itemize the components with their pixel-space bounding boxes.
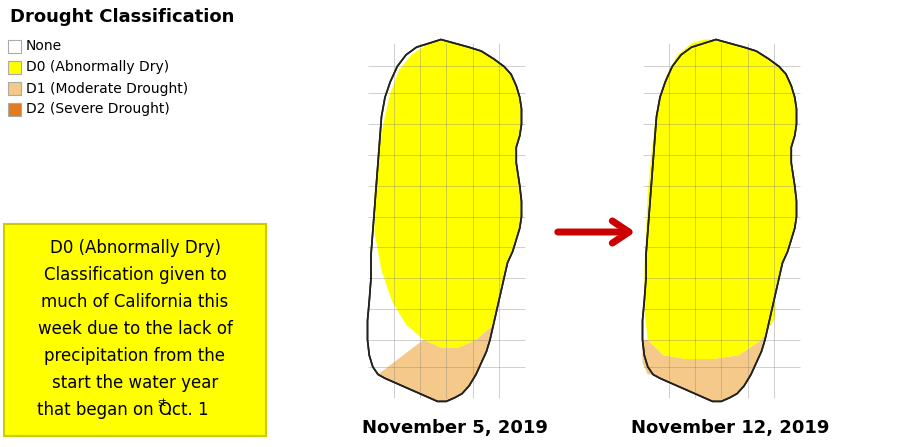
Polygon shape: [642, 39, 797, 401]
Text: that began on Oct. 1: that began on Oct. 1: [37, 401, 209, 419]
FancyArrowPatch shape: [558, 221, 629, 243]
Text: November 12, 2019: November 12, 2019: [630, 419, 829, 437]
Text: st: st: [157, 398, 166, 408]
Text: much of California this: much of California this: [41, 293, 229, 311]
Text: Drought Classification: Drought Classification: [10, 8, 234, 26]
Bar: [8, 82, 21, 95]
Bar: [8, 61, 21, 74]
Text: November 5, 2019: November 5, 2019: [362, 419, 548, 437]
Polygon shape: [378, 325, 494, 401]
Polygon shape: [644, 39, 797, 359]
Text: .: .: [166, 401, 171, 419]
Polygon shape: [642, 317, 776, 401]
Polygon shape: [375, 39, 521, 347]
Text: week due to the lack of: week due to the lack of: [38, 320, 233, 338]
Polygon shape: [368, 39, 521, 401]
Text: precipitation from the: precipitation from the: [44, 347, 225, 365]
Text: start the water year: start the water year: [51, 374, 218, 392]
Text: D0 (Abnormally Dry): D0 (Abnormally Dry): [50, 239, 221, 257]
FancyBboxPatch shape: [4, 224, 266, 436]
Text: D0 (Abnormally Dry): D0 (Abnormally Dry): [26, 60, 169, 75]
Text: None: None: [26, 39, 62, 54]
Bar: [8, 40, 21, 53]
Text: D2 (Severe Drought): D2 (Severe Drought): [26, 102, 170, 117]
Bar: [8, 103, 21, 116]
Text: D1 (Moderate Drought): D1 (Moderate Drought): [26, 81, 188, 96]
Text: Classification given to: Classification given to: [43, 266, 226, 284]
